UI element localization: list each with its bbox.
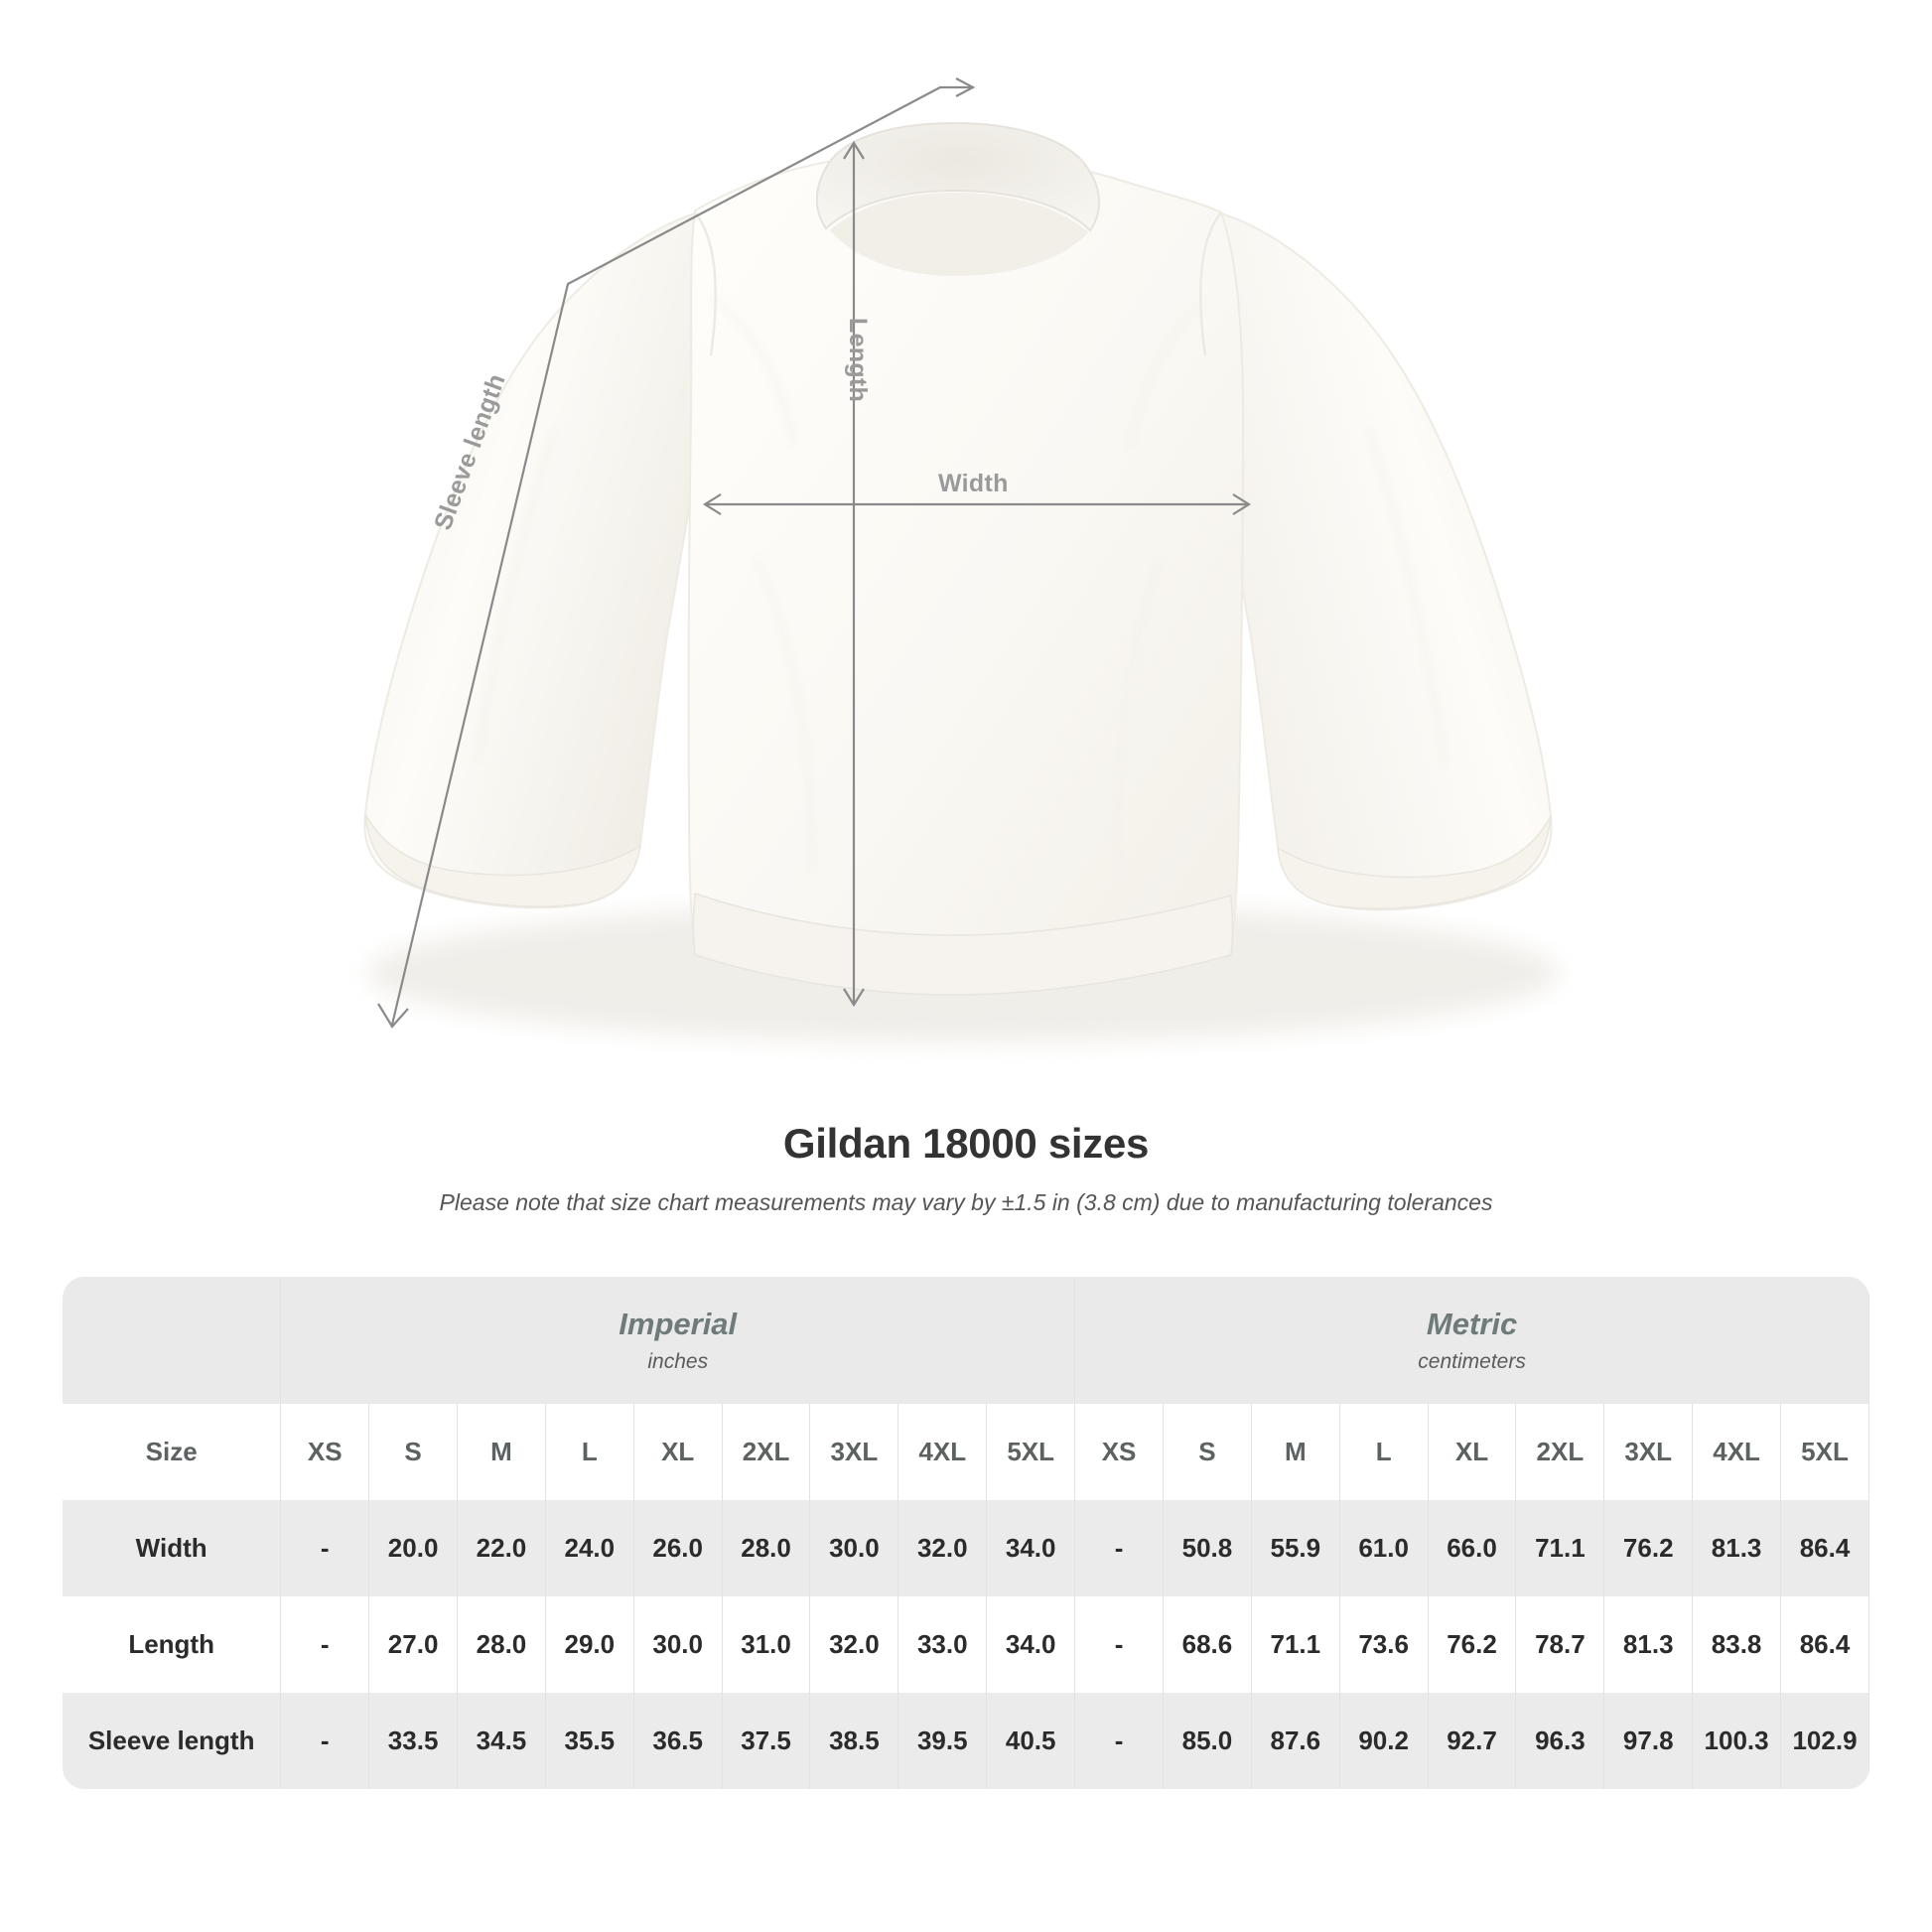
cell-length-metric-m: 71.1 bbox=[1251, 1596, 1340, 1693]
size-header-metric-3xl: 3XL bbox=[1603, 1404, 1694, 1500]
cell-sleeve-imperial-s: 33.5 bbox=[368, 1693, 459, 1789]
page-title: Gildan 18000 sizes bbox=[782, 1120, 1150, 1167]
cell-width-metric-s: 50.8 bbox=[1163, 1500, 1252, 1596]
size-header-metric-xs: XS bbox=[1074, 1404, 1164, 1500]
size-header-metric-m: M bbox=[1251, 1404, 1340, 1500]
cell-sleeve-imperial-5xl: 40.5 bbox=[986, 1693, 1076, 1789]
cell-length-metric-xs: - bbox=[1074, 1596, 1164, 1693]
cell-sleeve-imperial-xs: - bbox=[280, 1693, 370, 1789]
cell-width-imperial-2xl: 28.0 bbox=[722, 1500, 811, 1596]
size-header-imperial-3xl: 3XL bbox=[809, 1404, 899, 1500]
cell-length-metric-2xl: 78.7 bbox=[1515, 1596, 1605, 1693]
unit-name-metric: Metric bbox=[1426, 1307, 1518, 1341]
unit-sub-imperial: inches bbox=[647, 1350, 709, 1373]
cell-width-metric-xs: - bbox=[1074, 1500, 1164, 1596]
size-header-imperial-xl: XL bbox=[633, 1404, 723, 1500]
cell-width-metric-4xl: 81.3 bbox=[1692, 1500, 1782, 1596]
cell-length-imperial-2xl: 31.0 bbox=[722, 1596, 811, 1693]
row-label-length: Length bbox=[63, 1596, 282, 1693]
cell-length-metric-xl: 76.2 bbox=[1428, 1596, 1517, 1693]
cell-width-imperial-m: 22.0 bbox=[457, 1500, 546, 1596]
size-table: Imperial inches Metric centimeters Size … bbox=[63, 1277, 1869, 1789]
size-header-imperial-xs: XS bbox=[280, 1404, 370, 1500]
size-header-label: Size bbox=[63, 1404, 282, 1500]
cell-width-imperial-3xl: 30.0 bbox=[809, 1500, 899, 1596]
cell-sleeve-metric-s: 85.0 bbox=[1163, 1693, 1252, 1789]
cell-sleeve-metric-2xl: 96.3 bbox=[1515, 1693, 1605, 1789]
size-header-imperial-2xl: 2XL bbox=[722, 1404, 811, 1500]
size-header-imperial-m: M bbox=[457, 1404, 546, 1500]
size-header-metric-xl: XL bbox=[1428, 1404, 1517, 1500]
cell-sleeve-imperial-xl: 36.5 bbox=[633, 1693, 723, 1789]
size-header-row: Size XS S M L XL 2XL 3XL 4XL 5XL XS S M … bbox=[63, 1404, 1869, 1500]
garment-illustration: Length Width Sleeve length bbox=[363, 77, 1559, 1042]
cell-sleeve-metric-4xl: 100.3 bbox=[1692, 1693, 1782, 1789]
cell-length-imperial-s: 27.0 bbox=[368, 1596, 459, 1693]
cell-sleeve-metric-3xl: 97.8 bbox=[1603, 1693, 1694, 1789]
cell-width-imperial-4xl: 32.0 bbox=[897, 1500, 988, 1596]
cell-sleeve-metric-5xl: 102.9 bbox=[1780, 1693, 1869, 1789]
cell-sleeve-imperial-m: 34.5 bbox=[457, 1693, 546, 1789]
cell-length-metric-5xl: 86.4 bbox=[1780, 1596, 1869, 1693]
row-label-width: Width bbox=[63, 1500, 282, 1596]
size-header-imperial-s: S bbox=[368, 1404, 459, 1500]
cell-width-imperial-xs: - bbox=[280, 1500, 370, 1596]
size-header-metric-2xl: 2XL bbox=[1515, 1404, 1605, 1500]
cell-sleeve-metric-xs: - bbox=[1074, 1693, 1164, 1789]
cell-sleeve-imperial-l: 35.5 bbox=[545, 1693, 634, 1789]
row-label-sleeve-length: Sleeve length bbox=[63, 1693, 282, 1789]
size-header-metric-5xl: 5XL bbox=[1780, 1404, 1869, 1500]
size-header-imperial-l: L bbox=[545, 1404, 634, 1500]
unit-header-metric: Metric centimeters bbox=[1074, 1277, 1869, 1404]
cell-width-imperial-xl: 26.0 bbox=[633, 1500, 723, 1596]
cell-sleeve-imperial-3xl: 38.5 bbox=[809, 1693, 899, 1789]
cell-sleeve-imperial-4xl: 39.5 bbox=[897, 1693, 988, 1789]
cell-width-metric-3xl: 76.2 bbox=[1603, 1500, 1694, 1596]
unit-sub-metric: centimeters bbox=[1418, 1350, 1526, 1373]
cell-length-imperial-m: 28.0 bbox=[457, 1596, 546, 1693]
cell-length-metric-3xl: 81.3 bbox=[1603, 1596, 1694, 1693]
cell-sleeve-metric-l: 90.2 bbox=[1339, 1693, 1429, 1789]
cell-length-imperial-xs: - bbox=[280, 1596, 370, 1693]
cell-length-imperial-xl: 30.0 bbox=[633, 1596, 723, 1693]
cell-sleeve-metric-xl: 92.7 bbox=[1428, 1693, 1517, 1789]
page-subtitle: Please note that size chart measurements… bbox=[439, 1189, 1493, 1215]
annotation-length-label: Length bbox=[844, 318, 872, 403]
cell-sleeve-imperial-2xl: 37.5 bbox=[722, 1693, 811, 1789]
size-header-imperial-4xl: 4XL bbox=[897, 1404, 988, 1500]
unit-name-imperial: Imperial bbox=[619, 1307, 738, 1341]
size-header-metric-s: S bbox=[1163, 1404, 1252, 1500]
unit-header-imperial: Imperial inches bbox=[280, 1277, 1076, 1404]
size-header-metric-4xl: 4XL bbox=[1692, 1404, 1782, 1500]
cell-length-imperial-4xl: 33.0 bbox=[897, 1596, 988, 1693]
cell-width-metric-xl: 66.0 bbox=[1428, 1500, 1517, 1596]
size-table-container: Imperial inches Metric centimeters Size … bbox=[63, 1277, 1869, 1789]
title-block: Gildan 18000 sizes Please note that size… bbox=[0, 1120, 1932, 1216]
cell-length-metric-s: 68.6 bbox=[1163, 1596, 1252, 1693]
table-row: Sleeve length - 33.5 34.5 35.5 36.5 37.5… bbox=[63, 1693, 1869, 1789]
sweatshirt-graphic bbox=[363, 77, 1559, 1042]
annotation-width-label: Width bbox=[938, 470, 1009, 497]
cell-length-imperial-l: 29.0 bbox=[545, 1596, 634, 1693]
cell-width-metric-2xl: 71.1 bbox=[1515, 1500, 1605, 1596]
unit-header-row: Imperial inches Metric centimeters bbox=[63, 1277, 1869, 1404]
table-row: Width - 20.0 22.0 24.0 26.0 28.0 30.0 32… bbox=[63, 1500, 1869, 1596]
cell-length-imperial-5xl: 34.0 bbox=[986, 1596, 1076, 1693]
cell-width-metric-m: 55.9 bbox=[1251, 1500, 1340, 1596]
unit-header-spacer bbox=[63, 1277, 282, 1404]
table-row: Length - 27.0 28.0 29.0 30.0 31.0 32.0 3… bbox=[63, 1596, 1869, 1693]
size-header-metric-l: L bbox=[1339, 1404, 1429, 1500]
cell-sleeve-metric-m: 87.6 bbox=[1251, 1693, 1340, 1789]
size-header-imperial-5xl: 5XL bbox=[986, 1404, 1076, 1500]
cell-width-imperial-l: 24.0 bbox=[545, 1500, 634, 1596]
cell-length-metric-l: 73.6 bbox=[1339, 1596, 1429, 1693]
cell-width-metric-l: 61.0 bbox=[1339, 1500, 1429, 1596]
cell-width-imperial-s: 20.0 bbox=[368, 1500, 459, 1596]
cell-length-metric-4xl: 83.8 bbox=[1692, 1596, 1782, 1693]
cell-length-imperial-3xl: 32.0 bbox=[809, 1596, 899, 1693]
cell-width-imperial-5xl: 34.0 bbox=[986, 1500, 1076, 1596]
cell-width-metric-5xl: 86.4 bbox=[1780, 1500, 1869, 1596]
